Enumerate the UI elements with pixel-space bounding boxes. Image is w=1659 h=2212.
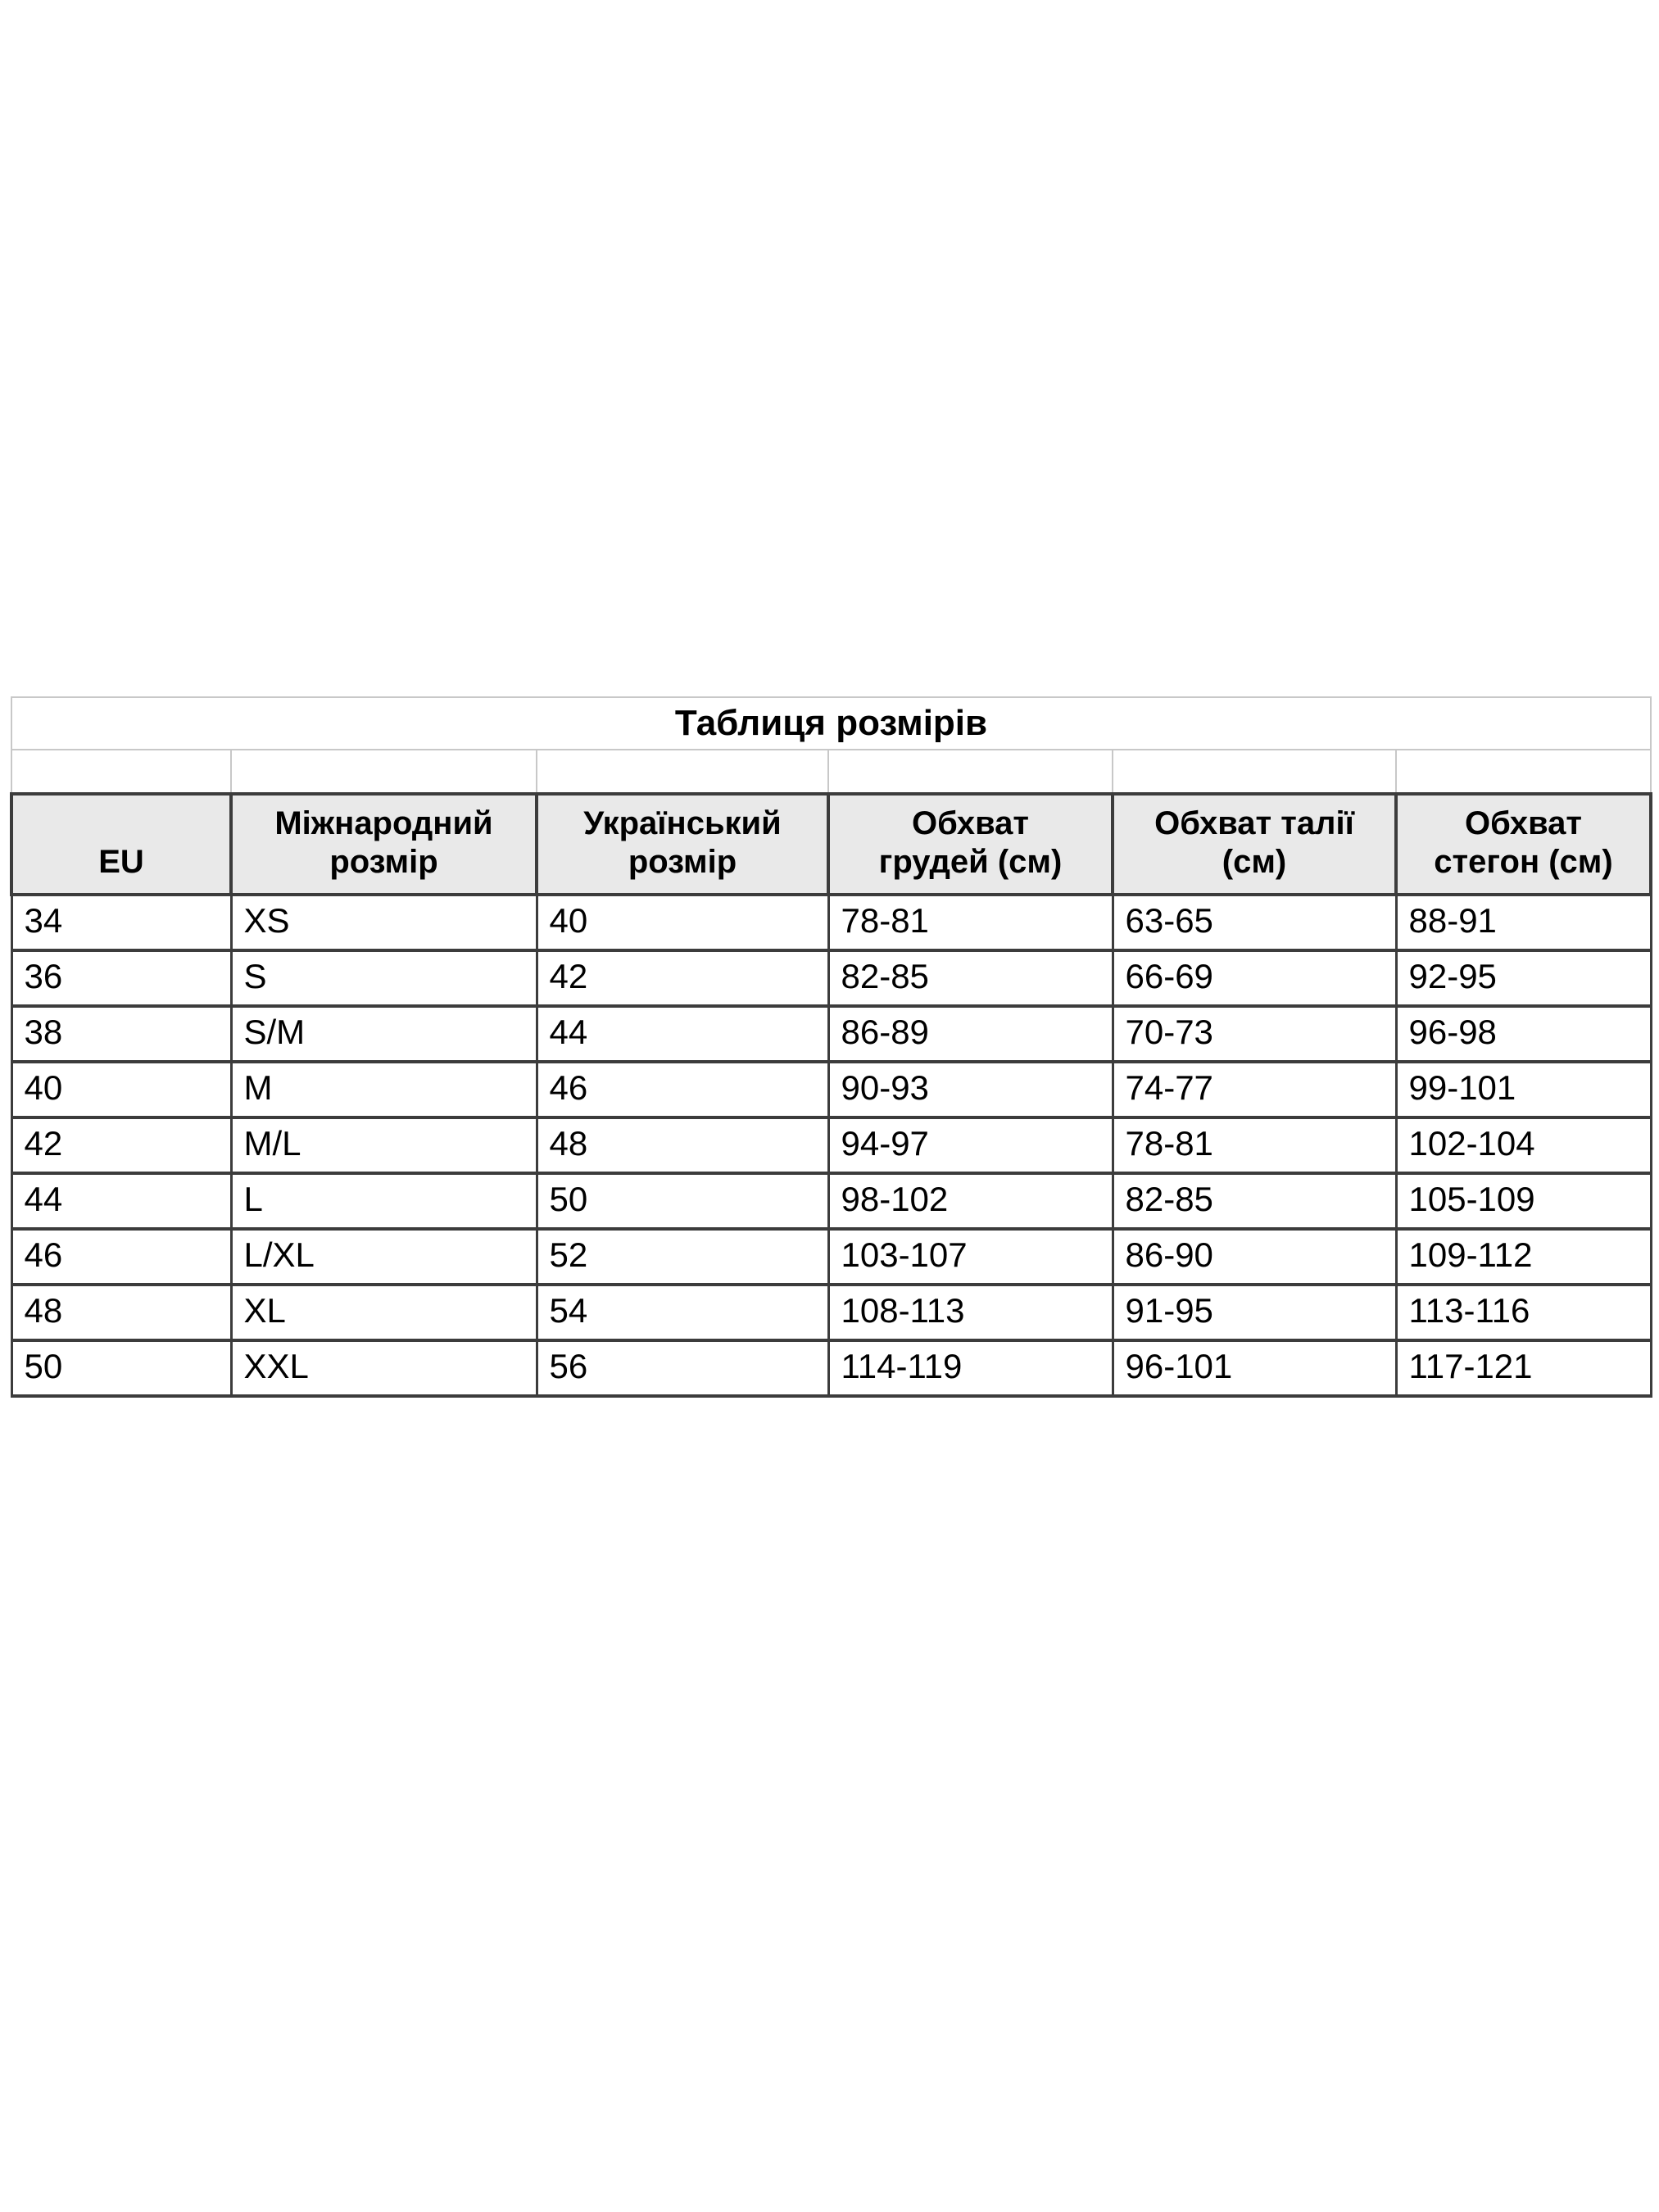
cell-chest: 103-107 xyxy=(827,1227,1114,1286)
cell-chest: 94-97 xyxy=(827,1116,1114,1175)
cell-chest: 98-102 xyxy=(827,1172,1114,1231)
size-row-50: 50 XXL 56 114-119 96-101 117-121 xyxy=(10,1339,1652,1398)
spacer-row xyxy=(11,749,1652,795)
cell-chest: 86-89 xyxy=(827,1004,1114,1063)
cell-chest: 78-81 xyxy=(827,893,1114,952)
cell-international-size: S/M xyxy=(229,1004,538,1063)
spacer-cell xyxy=(11,749,232,795)
size-row-34: 34 XS 40 78-81 63-65 88-91 xyxy=(10,893,1652,952)
size-row-44: 44 L 50 98-102 82-85 105-109 xyxy=(10,1172,1652,1231)
column-header-chest: Обхват грудей (см) xyxy=(827,792,1114,896)
column-header-ukrainian-size: Український розмір xyxy=(535,792,830,896)
header-row: EU Міжнародний розмір Український розмір… xyxy=(10,792,1652,896)
cell-international-size: XS xyxy=(229,893,538,952)
size-row-48: 48 XL 54 108-113 91-95 113-116 xyxy=(10,1283,1652,1342)
column-header-eu: EU xyxy=(10,792,233,896)
cell-hips: 99-101 xyxy=(1394,1060,1652,1119)
cell-waist: 82-85 xyxy=(1111,1172,1398,1231)
cell-ukrainian-size: 44 xyxy=(535,1004,830,1063)
cell-ukrainian-size: 46 xyxy=(535,1060,830,1119)
cell-waist: 78-81 xyxy=(1111,1116,1398,1175)
cell-international-size: S xyxy=(229,949,538,1008)
cell-hips: 105-109 xyxy=(1394,1172,1652,1231)
spacer-cell xyxy=(1395,749,1652,795)
spacer-cell xyxy=(230,749,537,795)
cell-waist: 86-90 xyxy=(1111,1227,1398,1286)
cell-international-size: M/L xyxy=(229,1116,538,1175)
cell-chest: 90-93 xyxy=(827,1060,1114,1119)
cell-hips: 88-91 xyxy=(1394,893,1652,952)
cell-international-size: L xyxy=(229,1172,538,1231)
cell-international-size: XL xyxy=(229,1283,538,1342)
size-row-40: 40 M 46 90-93 74-77 99-101 xyxy=(10,1060,1652,1119)
table-title: Таблиця розмірів xyxy=(11,696,1652,750)
cell-hips: 102-104 xyxy=(1394,1116,1652,1175)
cell-hips: 117-121 xyxy=(1394,1339,1652,1398)
cell-hips: 92-95 xyxy=(1394,949,1652,1008)
cell-eu: 38 xyxy=(10,1004,233,1063)
cell-eu: 50 xyxy=(10,1339,233,1398)
cell-ukrainian-size: 56 xyxy=(535,1339,830,1398)
cell-waist: 96-101 xyxy=(1111,1339,1398,1398)
cell-ukrainian-size: 50 xyxy=(535,1172,830,1231)
spacer-cell xyxy=(827,749,1113,795)
cell-eu: 44 xyxy=(10,1172,233,1231)
spacer-cell xyxy=(536,749,829,795)
cell-eu: 42 xyxy=(10,1116,233,1175)
cell-ukrainian-size: 52 xyxy=(535,1227,830,1286)
size-row-46: 46 L/XL 52 103-107 86-90 109-112 xyxy=(10,1227,1652,1286)
cell-eu: 46 xyxy=(10,1227,233,1286)
cell-chest: 82-85 xyxy=(827,949,1114,1008)
cell-ukrainian-size: 40 xyxy=(535,893,830,952)
cell-international-size: L/XL xyxy=(229,1227,538,1286)
cell-eu: 48 xyxy=(10,1283,233,1342)
cell-ukrainian-size: 48 xyxy=(535,1116,830,1175)
cell-waist: 74-77 xyxy=(1111,1060,1398,1119)
cell-waist: 91-95 xyxy=(1111,1283,1398,1342)
size-row-36: 36 S 42 82-85 66-69 92-95 xyxy=(10,949,1652,1008)
cell-eu: 34 xyxy=(10,893,233,952)
size-row-38: 38 S/M 44 86-89 70-73 96-98 xyxy=(10,1004,1652,1063)
size-chart-table: Таблиця розмірів EU Міжнародний розмір У… xyxy=(10,696,1652,1398)
cell-hips: 109-112 xyxy=(1394,1227,1652,1286)
cell-eu: 40 xyxy=(10,1060,233,1119)
cell-international-size: XXL xyxy=(229,1339,538,1398)
cell-ukrainian-size: 42 xyxy=(535,949,830,1008)
cell-eu: 36 xyxy=(10,949,233,1008)
cell-waist: 66-69 xyxy=(1111,949,1398,1008)
title-row: Таблиця розмірів xyxy=(11,696,1652,750)
column-header-international-size: Міжнародний розмір xyxy=(229,792,538,896)
cell-ukrainian-size: 54 xyxy=(535,1283,830,1342)
cell-chest: 108-113 xyxy=(827,1283,1114,1342)
cell-waist: 70-73 xyxy=(1111,1004,1398,1063)
cell-waist: 63-65 xyxy=(1111,893,1398,952)
cell-chest: 114-119 xyxy=(827,1339,1114,1398)
size-row-42: 42 M/L 48 94-97 78-81 102-104 xyxy=(10,1116,1652,1175)
column-header-waist: Обхват талії (см) xyxy=(1111,792,1398,896)
column-header-hips: Обхват стегон (см) xyxy=(1394,792,1652,896)
cell-international-size: M xyxy=(229,1060,538,1119)
cell-hips: 96-98 xyxy=(1394,1004,1652,1063)
cell-hips: 113-116 xyxy=(1394,1283,1652,1342)
spacer-cell xyxy=(1112,749,1397,795)
